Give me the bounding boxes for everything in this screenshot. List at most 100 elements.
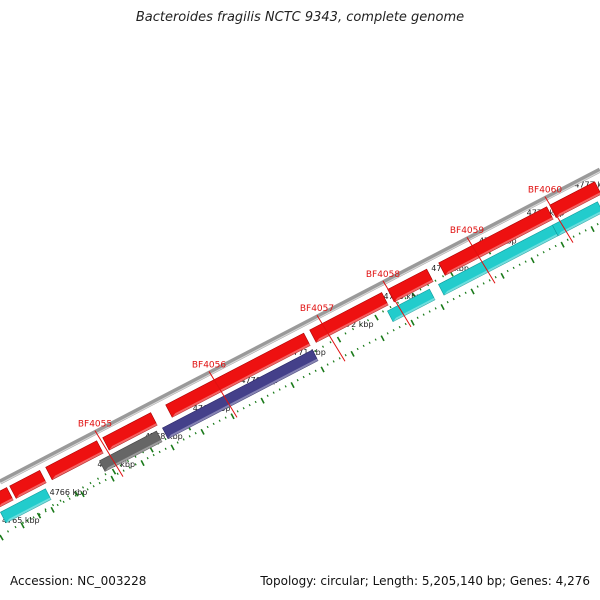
minor-tick [452,297,455,301]
gene-leader-line [544,196,574,243]
major-tick [470,288,475,295]
scale-minor-tick [329,341,332,344]
gene-label-bf4056: BF4056 [192,360,238,418]
minor-tick [176,441,179,444]
minor-tick [236,410,239,413]
gene-label-bf4057: BF4057 [300,304,346,362]
minor-tick [272,391,275,394]
minor-tick [302,375,305,379]
major-tick [200,428,205,435]
red-feature [9,469,50,499]
major-tick [170,444,175,451]
minor-tick [296,379,299,382]
scale-minor-tick [134,455,137,458]
minor-tick [248,403,251,407]
scale-minor-tick [51,503,55,507]
minor-tick [62,500,65,504]
minor-tick [254,400,257,404]
feature-top [104,437,165,472]
minor-tick [356,347,359,351]
major-tick [20,522,25,529]
minor-tick [404,322,407,326]
minor-tick [218,419,221,422]
minor-tick [506,269,509,273]
major-tick [50,506,55,513]
feature-face [552,201,600,237]
feature-top [557,211,600,236]
minor-tick [212,422,215,426]
minor-tick [104,478,107,482]
minor-tick [548,247,551,251]
red-feature [549,181,600,219]
minor-tick [416,316,419,319]
feature-face [387,288,436,323]
cyan-feature [552,201,600,237]
feature-top [394,277,437,302]
feature-face [165,332,311,418]
minor-tick [524,260,527,263]
minor-tick [386,332,389,335]
minor-tick [68,497,71,500]
major-tick [440,304,445,311]
genome-summary-text: Topology: circular; Length: 5,205,140 bp… [260,574,590,588]
gene-label-text: BF4059 [450,226,485,236]
scale-label: 4777 kbp [574,180,600,189]
minor-tick [368,341,371,344]
feature-top [167,356,321,439]
scale-major-tick [374,314,379,321]
minor-tick [458,294,461,298]
major-tick [350,350,355,357]
feature-face [549,181,600,219]
minor-tick [554,244,557,248]
minor-tick [398,325,401,329]
feature-face [0,488,52,524]
scale-label: 4765 kbp [2,516,40,525]
scale-minor-tick [381,310,385,313]
minor-tick [566,238,569,241]
scale-major-tick [111,468,117,475]
scale-minor-tick [119,464,122,467]
major-tick [260,397,265,404]
gene-label-bf4058: BF4058 [366,270,412,328]
minor-tick [314,369,317,372]
minor-tick [362,344,365,348]
feature-face [0,487,14,508]
feature-face [99,430,163,472]
minor-tick [158,450,161,454]
minor-tick [596,223,599,226]
feature-face [9,469,47,499]
scale-minor-tick [351,327,355,331]
gene-ruler-ticks [20,223,599,529]
feature-top [556,192,600,218]
minor-tick [44,510,47,513]
minor-tick [428,310,431,313]
gene-label-text: BF4058 [366,270,401,280]
minor-tick [518,263,521,266]
minor-tick [98,481,101,485]
upper-feature-track [0,201,600,524]
red-feature [0,487,17,508]
gene-label-bf4060: BF4060 [528,186,574,243]
major-tick [80,491,85,498]
minor-tick [482,282,485,285]
feature-top [109,421,161,451]
red-feature [387,268,437,303]
minor-tick [572,235,575,238]
minor-tick [392,329,395,332]
gene-label-text: BF4060 [528,186,563,196]
feature-face [438,206,554,276]
gene-label-text: BF4056 [192,360,227,370]
scale-minor-tick [66,495,70,498]
scale-minor-tick [96,477,100,480]
minor-tick [224,416,227,419]
scale-minor-tick [366,319,370,322]
minor-tick [116,472,119,475]
minor-tick [38,513,41,516]
feature-face [387,268,434,303]
minor-tick [284,385,287,388]
minor-tick [536,254,539,257]
gene-label-text: BF4057 [300,304,334,314]
scale-minor-tick [441,275,445,278]
major-tick [380,335,385,342]
scale-minor-tick [59,499,62,502]
